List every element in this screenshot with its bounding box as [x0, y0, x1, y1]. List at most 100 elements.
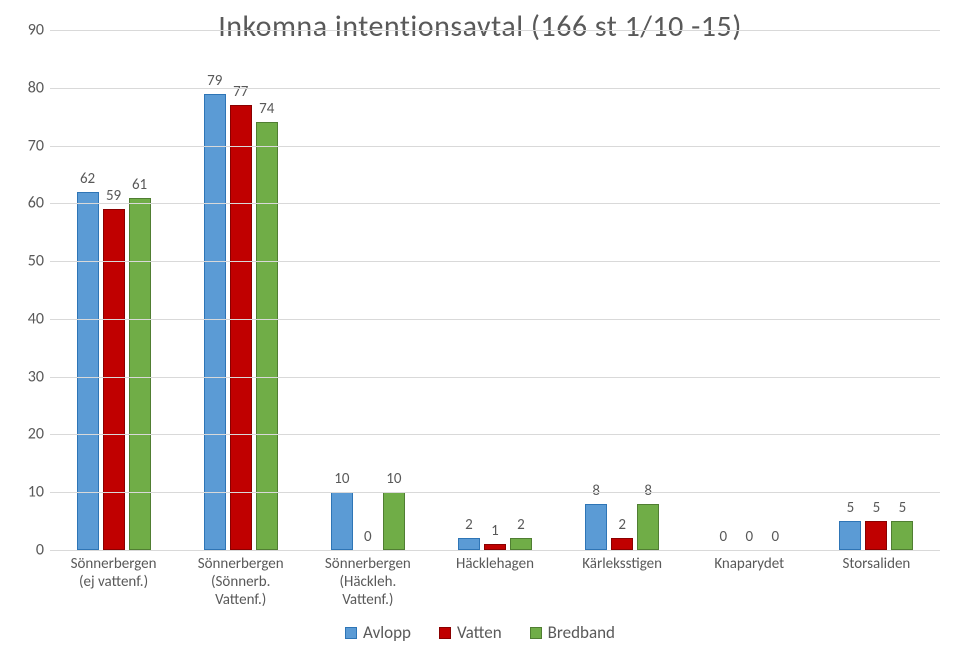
- bar-value-label: 1: [491, 522, 499, 540]
- legend-label: Avlopp: [363, 622, 411, 643]
- bar-fill: [611, 538, 633, 550]
- bar-group: 212: [431, 30, 558, 550]
- bar-value-label: 5: [899, 499, 907, 517]
- y-tick-label: 20: [10, 425, 44, 444]
- bar: 62: [77, 192, 99, 550]
- bar: 61: [129, 198, 151, 550]
- x-tick-label: Sönnerbergen(Sönnerb.Vattenf.): [177, 555, 304, 609]
- bar-fill: [256, 122, 278, 550]
- gridline: [50, 203, 940, 204]
- x-tick-label: Kärleksstigen: [559, 555, 686, 609]
- bar-value-label: 8: [592, 482, 600, 500]
- x-tick-label: Sönnerbergen(ej vattenf.): [50, 555, 177, 609]
- bar-fill: [77, 192, 99, 550]
- y-tick-label: 60: [10, 194, 44, 213]
- bar-cluster: 10010: [331, 492, 405, 550]
- bar: 8: [637, 504, 659, 550]
- x-tick-label: Storsaliden: [813, 555, 940, 609]
- bar: 2: [510, 538, 532, 550]
- bar-fill: [891, 521, 913, 550]
- gridline: [50, 377, 940, 378]
- legend-item: Bredband: [530, 622, 615, 643]
- bar-value-label: 2: [465, 516, 473, 534]
- bar-cluster: 625961: [77, 192, 151, 550]
- bar-cluster: 797774: [204, 94, 278, 550]
- gridline: [50, 434, 940, 435]
- bar-fill: [129, 198, 151, 550]
- bar-value-label: 0: [745, 528, 753, 546]
- bar-fill: [383, 492, 405, 550]
- gridline: [50, 319, 940, 320]
- bar: 5: [891, 521, 913, 550]
- bar-group: 10010: [304, 30, 431, 550]
- bar-fill: [204, 94, 226, 550]
- legend: Avlopp Vatten Bredband: [0, 622, 960, 643]
- bar-fill: [637, 504, 659, 550]
- bar-value-label: 2: [618, 516, 626, 534]
- bar-group: 555: [813, 30, 940, 550]
- bar-cluster: 555: [839, 521, 913, 550]
- bar-group: 625961: [50, 30, 177, 550]
- y-tick-label: 30: [10, 367, 44, 386]
- bar-cluster: 828: [585, 504, 659, 550]
- bar: 77: [230, 105, 252, 550]
- y-tick-label: 70: [10, 136, 44, 155]
- bar-value-label: 10: [386, 470, 401, 488]
- y-tick-label: 50: [10, 252, 44, 271]
- legend-swatch: [345, 627, 357, 639]
- bar-group: 000: [686, 30, 813, 550]
- gridline: [50, 550, 940, 551]
- bar-value-label: 10: [334, 470, 349, 488]
- plot-area: 62596179777410010212828000555 0102030405…: [50, 30, 940, 550]
- bar-value-label: 8: [644, 482, 652, 500]
- bar-value-label: 2: [517, 516, 525, 534]
- bar-value-label: 77: [233, 83, 248, 101]
- bar-fill: [585, 504, 607, 550]
- gridline: [50, 261, 940, 262]
- gridline: [50, 88, 940, 89]
- y-tick-label: 80: [10, 78, 44, 97]
- bar: 8: [585, 504, 607, 550]
- legend-swatch: [439, 627, 451, 639]
- bar-cluster: 212: [458, 538, 532, 550]
- bar-fill: [510, 538, 532, 550]
- bar-fill: [458, 538, 480, 550]
- legend-label: Bredband: [548, 622, 615, 643]
- bar-value-label: 74: [259, 100, 274, 118]
- bar-value-label: 62: [80, 170, 95, 188]
- x-tick-label: Knaparydet: [686, 555, 813, 609]
- gridline: [50, 30, 940, 31]
- bar: 5: [865, 521, 887, 550]
- bar-value-label: 5: [847, 499, 855, 517]
- bar-groups: 62596179777410010212828000555: [50, 30, 940, 550]
- bar-value-label: 61: [132, 176, 147, 194]
- bar: 5: [839, 521, 861, 550]
- y-tick-label: 10: [10, 483, 44, 502]
- bar-fill: [839, 521, 861, 550]
- chart-container: Inkomna intentionsavtal (166 st 1/10 -15…: [0, 0, 960, 651]
- bar-group: 828: [559, 30, 686, 550]
- bar: 74: [256, 122, 278, 550]
- gridline: [50, 146, 940, 147]
- bar-fill: [230, 105, 252, 550]
- bar-value-label: 0: [771, 528, 779, 546]
- y-tick-label: 40: [10, 309, 44, 328]
- x-tick-label: Häcklehagen: [431, 555, 558, 609]
- bar: 2: [458, 538, 480, 550]
- legend-item: Avlopp: [345, 622, 411, 643]
- bar-fill: [331, 492, 353, 550]
- bar-value-label: 0: [719, 528, 727, 546]
- bar-value-label: 5: [873, 499, 881, 517]
- legend-label: Vatten: [457, 622, 502, 643]
- bar-fill: [865, 521, 887, 550]
- bar: 10: [383, 492, 405, 550]
- y-tick-label: 0: [10, 541, 44, 560]
- gridline: [50, 492, 940, 493]
- y-tick-label: 90: [10, 21, 44, 40]
- bar-group: 797774: [177, 30, 304, 550]
- legend-item: Vatten: [439, 622, 502, 643]
- x-axis-labels: Sönnerbergen(ej vattenf.)Sönnerbergen(Sö…: [50, 555, 940, 609]
- bar: 10: [331, 492, 353, 550]
- bar: 2: [611, 538, 633, 550]
- x-tick-label: Sönnerbergen(Häckleh.Vattenf.): [304, 555, 431, 609]
